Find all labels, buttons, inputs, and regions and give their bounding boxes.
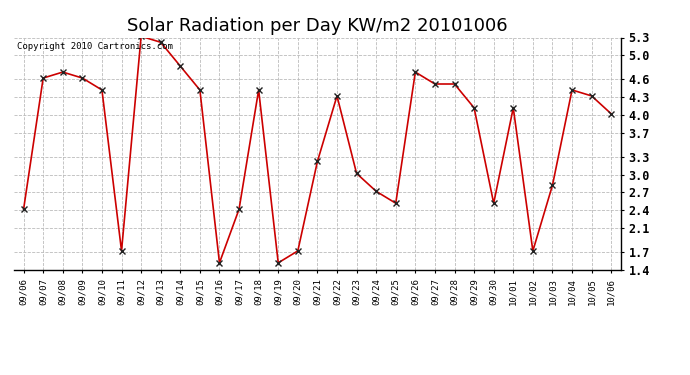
Text: Copyright 2010 Cartronics.com: Copyright 2010 Cartronics.com xyxy=(17,42,172,51)
Title: Solar Radiation per Day KW/m2 20101006: Solar Radiation per Day KW/m2 20101006 xyxy=(127,16,508,34)
